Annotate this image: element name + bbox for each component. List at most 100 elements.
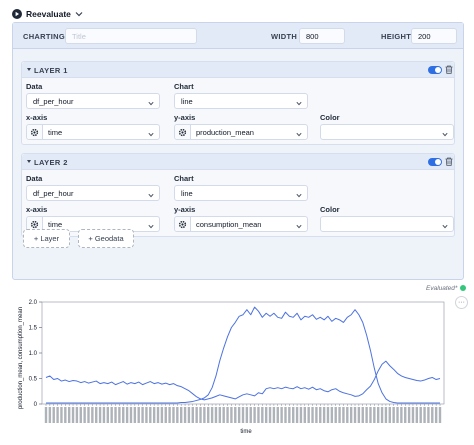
x-tick-label: [407, 407, 411, 423]
x-tick-label: [237, 407, 241, 423]
layer-2-header[interactable]: LAYER 2: [22, 154, 454, 170]
x-tick-label: [118, 407, 121, 423]
chevron-down-icon: [148, 130, 154, 139]
trash-icon[interactable]: [445, 157, 453, 168]
x-tick-label: [156, 407, 160, 423]
x-tick-label: [214, 407, 218, 423]
width-label: WIDTH: [271, 32, 298, 41]
x-tick-label: [288, 407, 291, 423]
height-input[interactable]: 200: [411, 28, 457, 44]
x-tick-label: [319, 407, 322, 423]
width-input[interactable]: 800: [299, 28, 345, 44]
series-line-consumption_mean: [45, 360, 441, 401]
x-tick-label: [91, 407, 94, 423]
layer-1-color-label: Color: [320, 113, 340, 122]
layer-2-data-select[interactable]: df_per_hour: [26, 185, 160, 201]
x-tick-label: [195, 407, 198, 423]
layer-1-y-select[interactable]: production_mean: [174, 124, 308, 140]
x-tick-label: [183, 407, 187, 423]
layer-1-title: LAYER 1: [34, 66, 68, 75]
layer-1-data-label: Data: [26, 82, 43, 91]
x-tick-label: [415, 407, 419, 423]
x-tick-label: [249, 407, 252, 423]
chart-title-input[interactable]: [65, 28, 197, 44]
chevron-down-icon[interactable]: [75, 11, 83, 17]
x-tick-label: [284, 407, 287, 423]
x-tick-label: [334, 407, 337, 423]
x-tick-label: [52, 407, 55, 423]
layer-2-x-value: time: [48, 219, 63, 229]
gear-icon[interactable]: [175, 217, 191, 231]
add-geodata-button[interactable]: + Geodata: [78, 229, 134, 248]
chevron-down-icon: [148, 191, 154, 200]
gear-icon[interactable]: [27, 125, 43, 139]
chart-x-axis-label: time: [240, 429, 252, 435]
x-tick-label: [369, 407, 372, 423]
gear-icon[interactable]: [175, 125, 191, 139]
add-layer-button[interactable]: + Layer: [23, 229, 70, 248]
layer-2-title: LAYER 2: [34, 158, 68, 167]
x-tick-label: [299, 407, 303, 423]
layer-1-chart-select[interactable]: line: [174, 93, 308, 109]
layer-1-x-value: time: [48, 127, 63, 137]
x-tick-label: [330, 407, 334, 423]
layer-1-toggle[interactable]: [428, 66, 442, 74]
layer-1-data-select[interactable]: df_per_hour: [26, 93, 160, 109]
x-tick-label: [230, 407, 233, 423]
x-tick-label: [110, 407, 113, 423]
reevaluate-button[interactable]: Reevaluate: [26, 9, 71, 19]
x-tick-label: [179, 407, 183, 423]
layer-2-x-label: x-axis: [26, 205, 48, 214]
layer-2-toggle[interactable]: [428, 158, 442, 166]
layer-2-card: LAYER 2 Data df_per_hour Chart line x-ax…: [21, 153, 455, 237]
x-tick-label: [106, 407, 110, 423]
layer-1-x-select[interactable]: time: [26, 124, 160, 140]
layer-2-y-select[interactable]: consumption_mean: [174, 216, 308, 232]
x-tick-label: [75, 407, 79, 423]
x-tick-label: [125, 407, 129, 423]
x-tick-label: [373, 407, 376, 423]
x-tick-label: [226, 407, 229, 423]
collapse-triangle-icon[interactable]: [27, 68, 31, 71]
x-tick-label: [357, 407, 361, 423]
evaluated-status: Evaluated*: [426, 285, 458, 292]
x-tick-label: [176, 407, 179, 423]
layer-2-y-label: y-axis: [174, 205, 196, 214]
gear-icon[interactable]: [27, 217, 43, 231]
x-tick-label: [98, 407, 102, 423]
x-tick-label: [431, 407, 434, 423]
layer-1-x-label: x-axis: [26, 113, 48, 122]
y-tick-label: 1.0: [29, 351, 38, 357]
chevron-down-icon: [148, 222, 154, 231]
layer-1-header[interactable]: LAYER 1: [22, 62, 454, 78]
x-tick-label: [380, 407, 384, 423]
more-options-button[interactable]: ···: [455, 296, 468, 309]
layer-2-chart-select[interactable]: line: [174, 185, 308, 201]
play-icon[interactable]: [12, 9, 22, 19]
x-tick-label: [423, 407, 426, 423]
x-tick-label: [396, 407, 399, 423]
x-tick-label: [199, 407, 202, 423]
y-tick-label: 0: [34, 402, 38, 408]
height-label: HEIGHT: [381, 32, 412, 41]
x-tick-label: [338, 407, 341, 423]
x-tick-label: [272, 407, 276, 423]
x-tick-label: [102, 407, 106, 423]
x-tick-label: [346, 407, 349, 423]
layer-1-y-label: y-axis: [174, 113, 196, 122]
x-tick-label: [245, 407, 249, 423]
trash-icon[interactable]: [445, 65, 453, 76]
chevron-down-icon: [442, 130, 448, 139]
layer-1-chart-label: Chart: [174, 82, 194, 91]
x-tick-label: [71, 407, 75, 423]
x-tick-label: [210, 407, 214, 423]
x-tick-label: [67, 407, 71, 423]
layer-2-color-select[interactable]: [320, 216, 454, 232]
x-tick-label: [137, 407, 140, 423]
x-tick-label: [129, 407, 133, 423]
layer-1-color-select[interactable]: [320, 124, 454, 140]
x-tick-label: [322, 407, 326, 423]
layer-1-data-value: df_per_hour: [33, 96, 74, 106]
collapse-triangle-icon[interactable]: [27, 160, 31, 163]
y-tick-label: 0.5: [29, 377, 38, 383]
